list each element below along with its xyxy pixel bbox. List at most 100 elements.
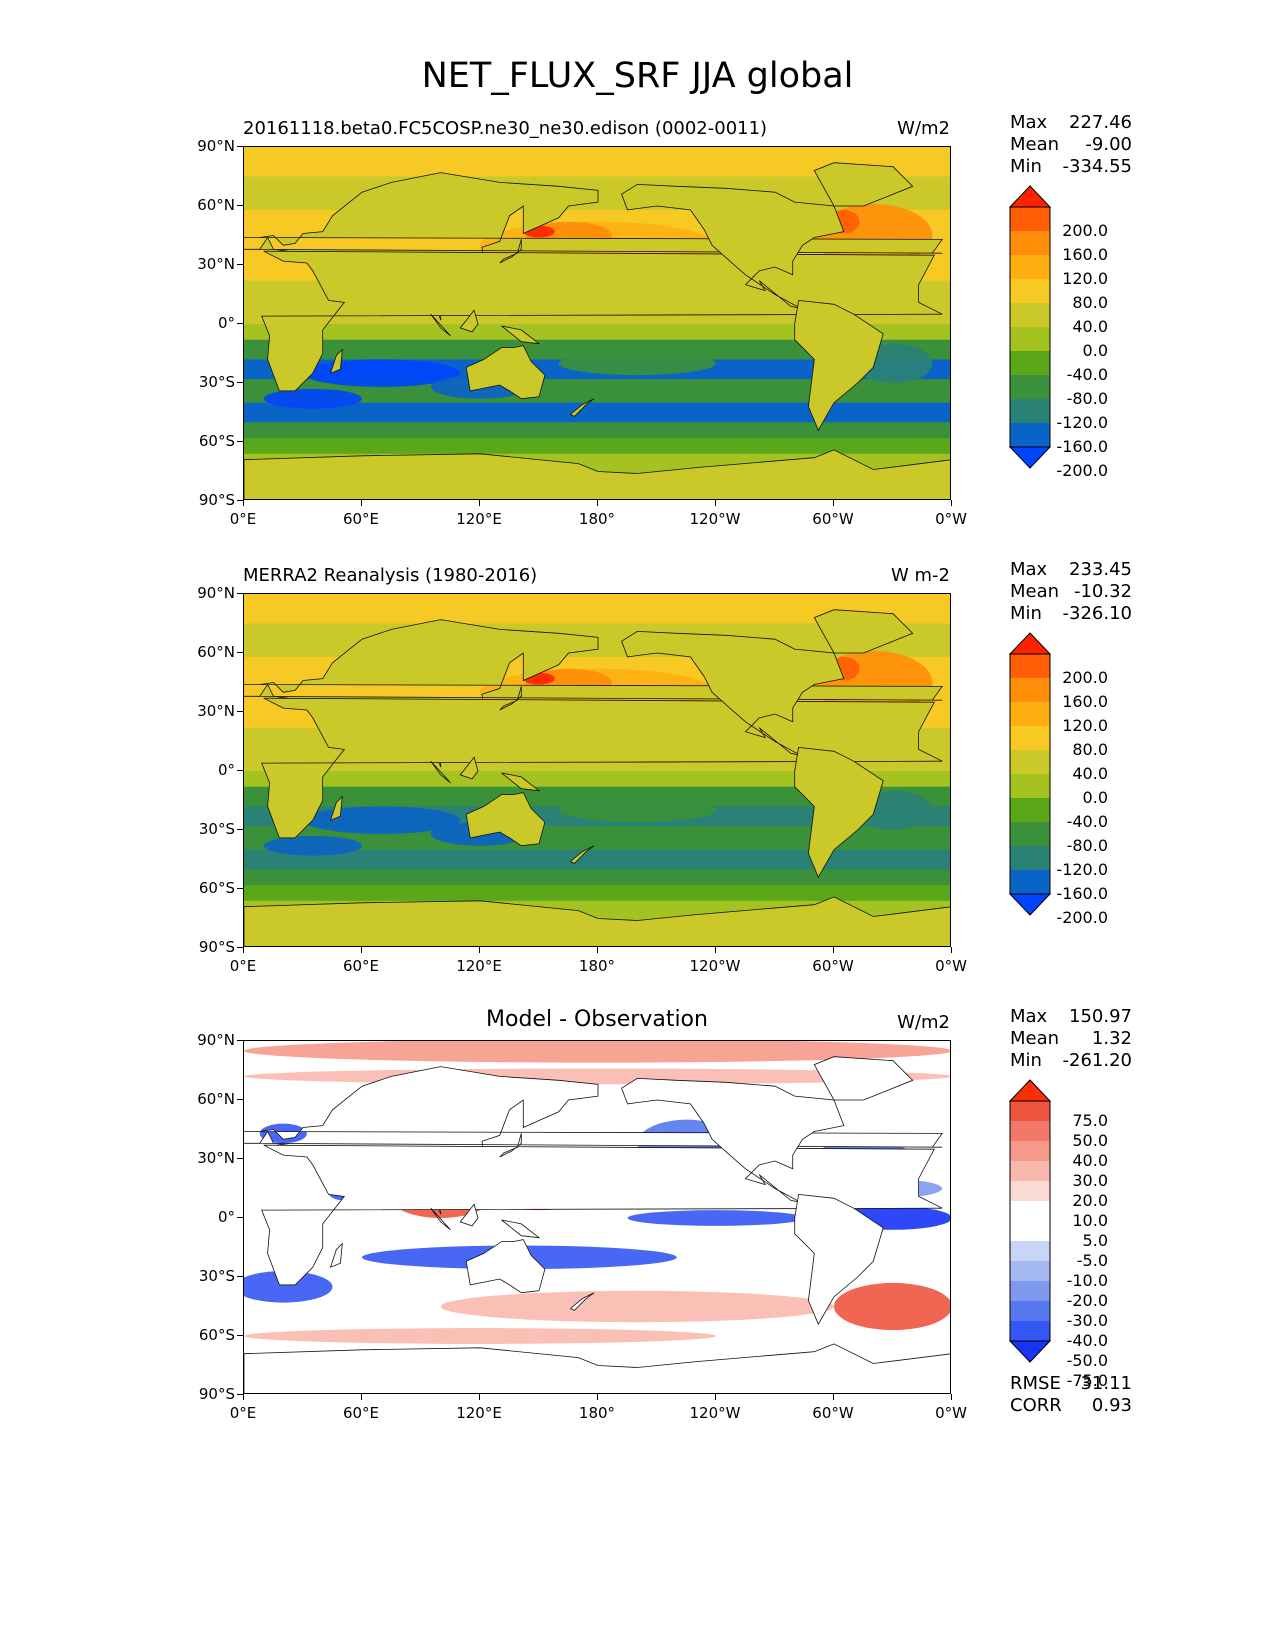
coastline [261,697,943,839]
coastline [501,325,541,345]
lon-tick-mark [243,1394,244,1400]
colorbar-tick-label: 0.0 [1082,341,1108,360]
coastline [244,449,950,499]
colorbar-tick-label: 200.0 [1062,668,1108,687]
lon-tick-mark [951,947,952,953]
colorbar-cell [1010,1321,1050,1342]
colorbar-cell [1010,351,1050,376]
coastline [569,398,595,417]
colorbar-cell [1010,1181,1050,1202]
lon-tick-label: 120°E [456,1404,502,1422]
lat-tick-mark [237,770,243,771]
stat-mean: Mean -9.00 [1010,134,1132,155]
stat-max: Max 227.46 [1010,112,1132,133]
coastline [459,756,479,780]
coastline [430,313,451,337]
stat-mean: Mean 1.32 [1010,1028,1132,1049]
lat-tick-label: 30°N [197,702,235,720]
panel-2-map [243,593,951,947]
colorbar-cell [1010,822,1050,847]
stat-corr: CORR 0.93 [1010,1395,1132,1416]
panel-1-colorbar [1008,185,1052,469]
colorbar-cell [1010,231,1050,256]
colorbar-tick-label: -10.0 [1066,1271,1108,1290]
lat-tick-label: 90°N [197,137,235,155]
lon-tick-mark [715,947,716,953]
lon-tick-mark [243,947,244,953]
colorbar-cell [1010,1101,1050,1122]
field-blob [244,1328,716,1344]
coastline [501,1219,541,1239]
colorbar-tick-label: -40.0 [1066,1331,1108,1350]
band-cell [244,869,950,886]
lat-tick-label: 0° [217,314,235,332]
field-blob [558,351,716,376]
coastline [244,1343,950,1393]
colorbar-extend-top [1008,632,1052,655]
colorbar-tick-label: 40.0 [1072,1151,1108,1170]
colorbar-cell [1010,846,1050,871]
band-cell [244,422,950,439]
lon-tick-mark [833,947,834,953]
band-cell [244,438,950,455]
panel-1-map [243,146,951,500]
colorbar-extend-top [1008,185,1052,208]
field-blob [263,835,362,856]
colorbar-cell [1010,279,1050,304]
lat-tick-mark [237,947,243,948]
colorbar-tick-label: 50.0 [1072,1131,1108,1150]
colorbar-cell [1010,1241,1050,1262]
colorbar-cell [1010,678,1050,703]
colorbar-tick-label: -120.0 [1056,860,1108,879]
lon-tick-label: 0°E [229,510,257,528]
panel-3-extra-stats: RMSE 31.11 CORR 0.93 [1010,1373,1132,1417]
band-cell [244,849,950,870]
colorbar-cell [1010,1301,1050,1322]
panel-2-colorbar [1008,632,1052,916]
colorbar-cell [1010,423,1050,448]
lon-tick-label: 60°E [342,1404,380,1422]
lon-tick-mark [597,500,598,506]
stat-mean: Mean -10.32 [1010,581,1132,602]
colorbar-tick-label: 120.0 [1062,716,1108,735]
lat-tick-label: 60°S [198,1326,235,1344]
field-blob [244,1271,333,1303]
colorbar-cell [1010,774,1050,799]
lat-tick-mark [237,146,243,147]
coastline [329,1242,343,1268]
coastline [569,1292,595,1311]
colorbar-tick-label: 20.0 [1072,1191,1108,1210]
coastline [465,345,546,400]
lat-tick-mark [237,829,243,830]
colorbar-tick-label: -80.0 [1066,389,1108,408]
colorbar-cell [1010,1141,1050,1162]
colorbar-tick-label: 80.0 [1072,740,1108,759]
colorbar-tick-label: -75.0 [1066,1371,1108,1390]
lon-tick-label: 60°W [812,957,854,975]
colorbar-cell [1010,207,1050,232]
lat-tick-mark [237,1276,243,1277]
colorbar-tick-label: 0.0 [1082,788,1108,807]
field-blob [263,388,362,409]
coastline [621,630,845,756]
colorbar-tick-label: -80.0 [1066,836,1108,855]
coastline [261,1144,943,1286]
colorbar-tick-label: 40.0 [1072,764,1108,783]
colorbar-cell [1010,255,1050,280]
lat-tick-label: 30°N [197,255,235,273]
colorbar-tick-label: -120.0 [1056,413,1108,432]
lon-tick-label: 120°E [456,510,502,528]
colorbar-cell [1010,798,1050,823]
lon-tick-label: 0°W [935,957,967,975]
coastline [465,792,546,847]
colorbar-extend-top [1008,1079,1052,1102]
lon-tick-label: 120°W [689,510,741,528]
colorbar-cell [1010,750,1050,775]
lat-tick-label: 30°S [198,820,235,838]
colorbar-cell [1010,1221,1050,1242]
lon-tick-label: 180° [578,957,616,975]
lat-tick-label: 90°S [198,938,235,956]
colorbar-cell [1010,327,1050,352]
colorbar-cell [1010,1161,1050,1182]
lon-tick-mark [715,1394,716,1400]
